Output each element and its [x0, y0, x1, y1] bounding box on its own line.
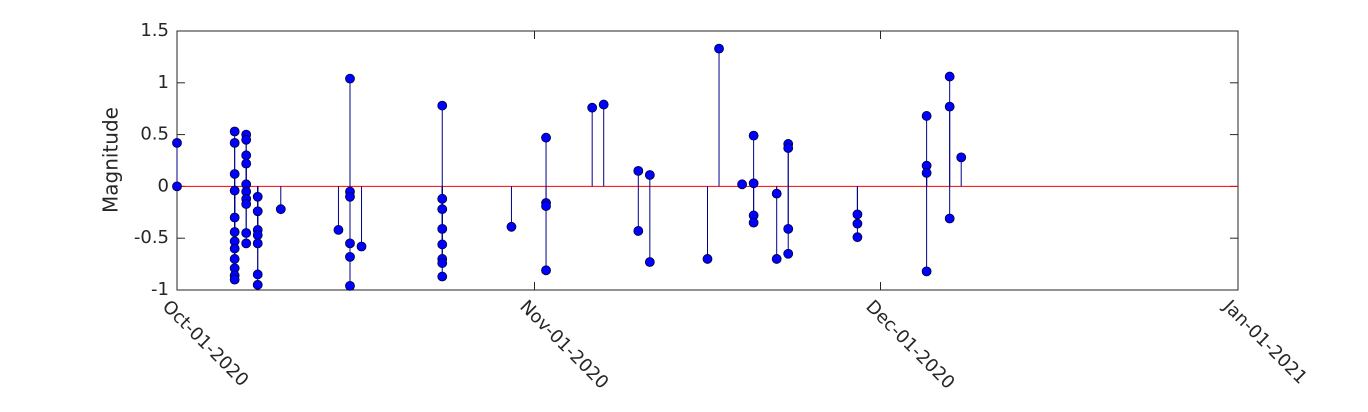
stem-marker	[252, 191, 263, 202]
stem-marker	[252, 238, 263, 249]
stem-marker	[748, 130, 759, 141]
stem-marker	[714, 43, 724, 54]
stem-marker	[633, 226, 644, 236]
stem-marker	[783, 143, 794, 153]
stem-marker	[644, 170, 655, 180]
stem-marker	[172, 181, 182, 192]
x-tick-label: Oct-01-2020	[158, 296, 253, 391]
stem-marker	[437, 239, 448, 250]
stem-marker	[748, 178, 759, 189]
stem-marker	[229, 212, 240, 223]
stem-marker	[944, 101, 955, 112]
y-tick-label: 0.5	[140, 124, 169, 145]
stem-marker	[437, 223, 448, 234]
stem-marker	[437, 193, 448, 204]
stem-marker	[437, 258, 448, 268]
stem-marker	[252, 206, 263, 217]
stem-marker	[275, 204, 286, 215]
stem-marker	[172, 137, 182, 148]
stem-marker	[702, 254, 713, 264]
stem-marker	[345, 251, 355, 262]
y-axis-label: Magnitude	[99, 107, 123, 213]
stem-marker	[229, 243, 240, 254]
stem-marker	[241, 150, 252, 161]
stem-marker	[541, 265, 551, 276]
stem-marker	[587, 102, 598, 113]
stem-marker	[541, 201, 551, 211]
stem-marker	[598, 99, 609, 110]
stem-marker	[229, 126, 240, 137]
stem-marker	[241, 199, 252, 209]
stem-marker	[771, 188, 782, 199]
x-tick-label: Nov-01-2020	[515, 296, 612, 393]
x-tick-label: Jan-01-2021	[1218, 296, 1311, 389]
stem-marker	[345, 238, 355, 249]
y-tick-label: 0	[158, 175, 169, 196]
stem-marker	[506, 221, 517, 232]
stem-marker	[345, 191, 355, 202]
stem-marker	[345, 73, 355, 84]
stem-marker	[737, 179, 747, 190]
stem-marker	[229, 185, 240, 196]
stem-marker	[229, 169, 240, 179]
stem-marker	[252, 269, 263, 280]
stem-marker	[852, 218, 863, 229]
stem-marker	[921, 111, 932, 121]
stem-marker	[241, 238, 252, 249]
stem-marker	[541, 132, 551, 143]
x-tick-label: Dec-01-2020	[861, 296, 958, 393]
stem-marker	[229, 254, 240, 264]
stem-marker	[783, 248, 794, 259]
stem-marker	[345, 280, 355, 291]
stem-marker	[437, 204, 448, 215]
stem-marker	[921, 168, 932, 178]
stem-marker	[921, 266, 932, 277]
y-tick-label: 1.5	[140, 20, 169, 41]
stem-marker	[252, 279, 263, 290]
y-tick-label: -0.5	[134, 227, 169, 248]
stem-marker	[241, 158, 252, 169]
stem-marker	[783, 223, 794, 234]
stem-marker	[644, 257, 655, 267]
stem-marker	[241, 228, 252, 238]
stem-marker	[944, 213, 955, 224]
y-tick-label: 1	[158, 72, 169, 93]
stem-marker	[944, 71, 955, 82]
stem-marker	[229, 137, 240, 148]
stem-marker	[852, 232, 863, 243]
stem-marker	[241, 134, 252, 145]
stem-marker	[852, 209, 863, 220]
stem-marker	[229, 227, 240, 237]
stem-marker	[748, 217, 759, 228]
stem-marker	[437, 100, 448, 111]
stem-marker	[633, 165, 644, 176]
stem-marker	[229, 274, 240, 285]
stem-marker	[956, 152, 967, 163]
stem-marker	[771, 254, 782, 264]
stem-marker	[333, 225, 344, 235]
stem-marker	[356, 241, 367, 252]
stem-marker	[437, 271, 448, 282]
stem-marker	[252, 230, 263, 240]
y-tick-label: -1	[151, 279, 169, 300]
